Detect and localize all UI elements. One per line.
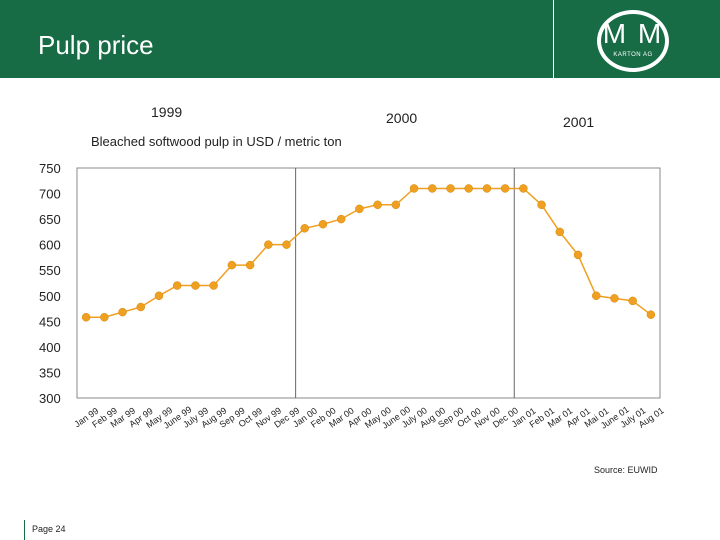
data-point xyxy=(154,291,164,301)
year-label-2001: 2001 xyxy=(563,114,595,130)
data-point xyxy=(300,224,309,233)
data-point xyxy=(555,227,565,237)
data-point xyxy=(118,307,127,317)
y-tick-label: 300 xyxy=(39,391,61,406)
data-point xyxy=(391,200,401,210)
year-label-1999: 1999 xyxy=(151,104,183,120)
plot-frame xyxy=(76,167,661,399)
data-point xyxy=(573,250,583,260)
data-point xyxy=(81,312,91,322)
chart-title: Bleached softwood pulp in USD / metric t… xyxy=(91,134,342,149)
data-point xyxy=(227,260,237,270)
logo-subtitle: KARTON AG xyxy=(613,52,653,58)
data-point xyxy=(209,281,218,290)
logo-mark: M M xyxy=(602,18,664,49)
y-tick-label: 750 xyxy=(39,161,61,176)
data-point xyxy=(428,184,437,193)
series-line xyxy=(86,187,652,318)
data-point xyxy=(172,281,182,290)
data-point xyxy=(355,204,364,214)
data-point xyxy=(500,184,510,193)
header-rule xyxy=(0,78,720,81)
year-label-2000: 2000 xyxy=(386,110,418,126)
data-point xyxy=(136,302,146,312)
data-point xyxy=(482,184,492,193)
footer-rule xyxy=(24,520,25,540)
data-point xyxy=(318,219,328,229)
data-point xyxy=(591,291,601,301)
y-tick-label: 400 xyxy=(39,340,61,355)
source-note: Source: EUWID xyxy=(594,465,658,475)
data-point xyxy=(464,184,473,193)
data-point xyxy=(100,312,109,322)
page-number: Page 24 xyxy=(32,524,66,534)
footer: Page 24 xyxy=(0,518,720,540)
y-tick-label: 500 xyxy=(39,289,61,304)
data-point xyxy=(646,310,656,319)
data-point xyxy=(336,214,346,224)
data-point xyxy=(519,184,528,193)
y-tick-label: 700 xyxy=(39,187,61,202)
data-point xyxy=(264,240,273,249)
data-point xyxy=(282,240,291,249)
data-point xyxy=(537,200,546,210)
data-point xyxy=(191,281,200,290)
y-tick-label: 550 xyxy=(39,263,61,278)
data-point xyxy=(245,260,255,270)
y-tick-label: 450 xyxy=(39,314,61,329)
y-tick-label: 600 xyxy=(39,238,61,253)
data-point xyxy=(373,200,382,210)
page-title: Pulp price xyxy=(38,30,154,60)
data-point xyxy=(628,296,637,306)
data-point xyxy=(409,184,419,193)
y-tick-label: 350 xyxy=(39,365,61,380)
y-tick-label: 650 xyxy=(39,212,61,227)
logo-disc xyxy=(601,14,665,68)
data-point xyxy=(610,294,619,303)
data-point xyxy=(446,184,455,193)
